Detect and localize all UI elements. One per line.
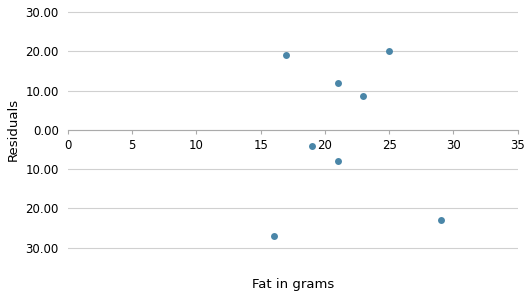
X-axis label: Fat in grams: Fat in grams: [252, 278, 334, 291]
Point: [385, 49, 394, 54]
Point: [436, 218, 445, 222]
Point: [334, 80, 342, 85]
Point: [334, 159, 342, 164]
Point: [282, 53, 290, 58]
Point: [308, 143, 317, 148]
Y-axis label: Residuals: Residuals: [7, 98, 20, 161]
Point: [269, 233, 278, 238]
Point: [359, 94, 368, 99]
